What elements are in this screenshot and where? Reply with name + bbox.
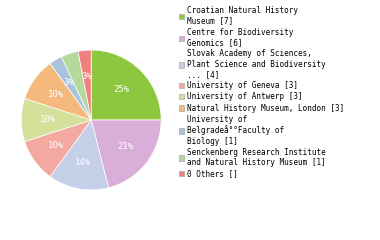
Wedge shape bbox=[91, 120, 161, 188]
Wedge shape bbox=[91, 50, 161, 120]
Text: 10%: 10% bbox=[40, 115, 56, 125]
Wedge shape bbox=[25, 120, 91, 177]
Text: 21%: 21% bbox=[117, 142, 133, 151]
Wedge shape bbox=[50, 120, 109, 190]
Wedge shape bbox=[62, 51, 91, 120]
Text: 10%: 10% bbox=[48, 141, 64, 150]
Wedge shape bbox=[78, 50, 91, 120]
Wedge shape bbox=[50, 57, 91, 120]
Text: 3%: 3% bbox=[82, 72, 92, 81]
Text: 3%: 3% bbox=[64, 78, 74, 87]
Text: 14%: 14% bbox=[75, 158, 91, 167]
Text: 25%: 25% bbox=[114, 85, 130, 94]
Wedge shape bbox=[25, 63, 91, 120]
Legend: Croatian Natural History
Museum [7], Centre for Biodiversity
Genomics [6], Slova: Croatian Natural History Museum [7], Cen… bbox=[179, 6, 344, 178]
Text: 10%: 10% bbox=[48, 90, 64, 99]
Wedge shape bbox=[21, 98, 91, 142]
